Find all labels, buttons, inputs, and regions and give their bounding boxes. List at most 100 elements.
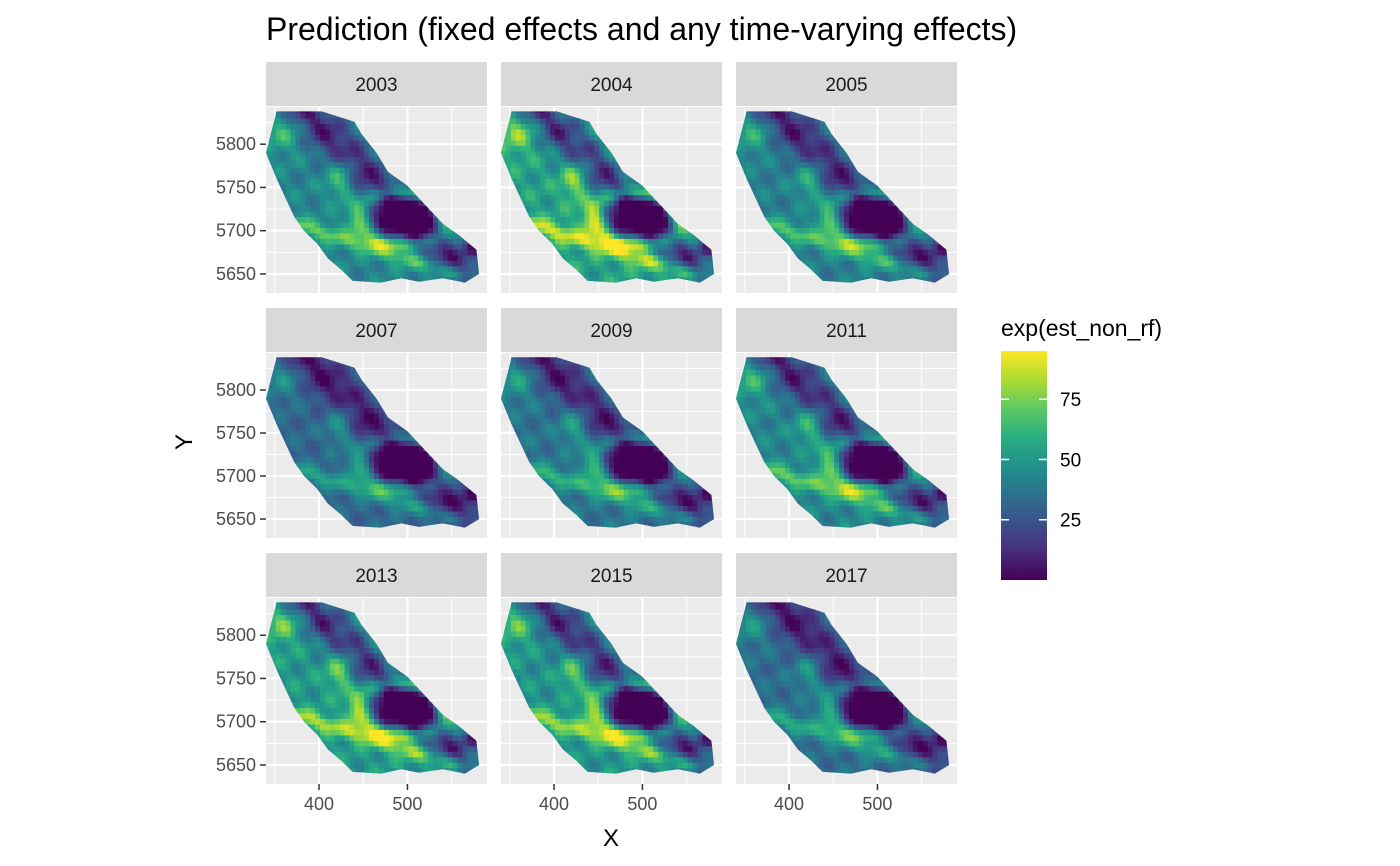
raster-cell <box>510 172 517 179</box>
raster-cell <box>555 156 561 163</box>
raster-cell <box>579 156 586 163</box>
raster-cell <box>687 265 694 272</box>
raster-cell <box>300 172 306 179</box>
raster-cell <box>780 232 786 239</box>
raster-cell <box>868 254 875 261</box>
raster-cell <box>334 216 341 223</box>
raster-cell <box>398 510 405 517</box>
raster-cell <box>814 221 821 228</box>
raster-cell <box>569 128 576 135</box>
raster-cell <box>334 249 341 256</box>
raster-cell <box>310 128 316 135</box>
raster-cell <box>858 265 865 272</box>
raster-cell <box>564 156 571 163</box>
raster-cell <box>383 265 390 272</box>
raster-cell <box>359 249 365 256</box>
raster-cell <box>853 205 860 212</box>
raster-cell <box>819 178 825 185</box>
raster-cell <box>888 238 894 245</box>
raster-cell <box>334 260 341 267</box>
raster-cell <box>799 139 806 146</box>
raster-cell <box>428 249 434 256</box>
raster-cell <box>667 216 674 223</box>
raster-cell <box>559 134 566 141</box>
raster-cell <box>873 249 880 256</box>
raster-cell <box>339 117 346 125</box>
raster-cell <box>672 260 679 267</box>
raster-cell <box>844 221 850 228</box>
raster-cell <box>736 156 742 163</box>
raster-cell <box>633 238 640 245</box>
raster-cell <box>819 243 825 250</box>
raster-cell <box>442 249 449 256</box>
raster-cell <box>809 145 816 152</box>
raster-cell <box>589 150 595 157</box>
raster-cell <box>290 183 297 190</box>
raster-cell <box>285 112 292 119</box>
raster-cell <box>408 210 414 218</box>
raster-cell <box>868 216 875 223</box>
raster-cell <box>320 172 326 179</box>
raster-cell <box>775 205 781 212</box>
raster-cell <box>559 139 566 146</box>
raster-cell <box>564 210 571 218</box>
raster-cell <box>638 238 645 245</box>
raster-cell <box>775 216 781 223</box>
raster-cell <box>829 227 835 234</box>
raster-cell <box>628 189 635 196</box>
raster-cell <box>819 189 825 196</box>
raster-cell <box>863 200 870 207</box>
raster-cell <box>814 194 821 201</box>
raster-cell <box>613 167 620 174</box>
raster-cell <box>687 254 694 261</box>
raster-cell <box>383 510 390 517</box>
raster-cell <box>428 276 434 283</box>
raster-cell <box>574 249 581 256</box>
raster-cell <box>305 134 311 141</box>
raster-cell <box>510 134 517 141</box>
raster-cell <box>599 205 605 212</box>
raster-cell <box>799 232 806 239</box>
raster-cell <box>364 178 370 185</box>
raster-cell <box>755 111 762 114</box>
raster-cell <box>848 249 855 256</box>
raster-cell <box>770 139 776 146</box>
raster-cell <box>770 112 776 119</box>
raster-cell <box>408 521 414 528</box>
raster-cell <box>505 134 512 141</box>
raster-cell <box>902 221 909 228</box>
raster-cell <box>349 123 355 130</box>
raster-cell <box>785 150 791 157</box>
raster-cell <box>604 145 610 152</box>
raster-cell <box>917 265 924 272</box>
raster-cell <box>349 505 355 512</box>
raster-cell <box>408 243 414 250</box>
raster-cell <box>339 249 346 256</box>
raster-cell <box>530 167 536 174</box>
raster-cell <box>579 238 586 245</box>
raster-cell <box>824 265 830 272</box>
raster-cell <box>584 178 590 185</box>
raster-cell <box>609 271 615 278</box>
raster-cell <box>755 128 762 135</box>
raster-cell <box>408 260 414 267</box>
raster-cell <box>839 249 845 256</box>
raster-cell <box>589 167 595 174</box>
raster-cell <box>790 156 796 163</box>
raster-cell <box>824 210 830 218</box>
raster-cell <box>310 111 316 114</box>
raster-cell <box>535 200 541 207</box>
raster-cell <box>599 210 605 218</box>
raster-cell <box>364 167 370 174</box>
raster-cell <box>540 194 546 201</box>
raster-cell <box>839 161 845 168</box>
raster-cell <box>550 139 556 146</box>
raster-cell <box>359 232 365 239</box>
raster-cell <box>555 216 561 223</box>
raster-cell <box>677 243 684 250</box>
raster-cell <box>564 216 571 223</box>
raster-cell <box>505 167 512 174</box>
raster-cell <box>853 260 860 267</box>
raster-cell <box>515 183 522 190</box>
raster-cell <box>472 271 478 278</box>
